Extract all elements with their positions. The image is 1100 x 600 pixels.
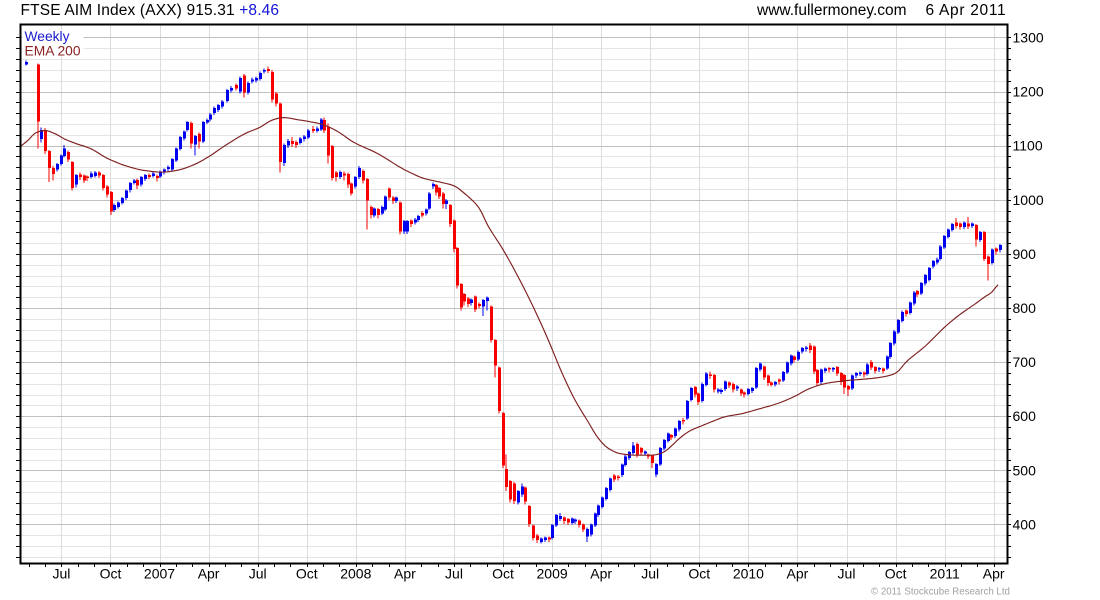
svg-text:6 Apr 2011: 6 Apr 2011 bbox=[926, 2, 1007, 19]
svg-text:Weekly: Weekly bbox=[25, 29, 70, 44]
svg-text:Oct: Oct bbox=[492, 566, 514, 582]
svg-text:900: 900 bbox=[1013, 246, 1037, 262]
svg-text:Apr: Apr bbox=[198, 566, 220, 582]
svg-text:www.fullermoney.com: www.fullermoney.com bbox=[756, 2, 907, 19]
svg-text:EMA 200: EMA 200 bbox=[25, 44, 81, 59]
svg-text:1200: 1200 bbox=[1013, 84, 1044, 100]
svg-text:Jul: Jul bbox=[445, 566, 463, 582]
svg-text:2007: 2007 bbox=[144, 566, 175, 582]
svg-text:700: 700 bbox=[1013, 354, 1037, 370]
svg-text:1300: 1300 bbox=[1013, 30, 1044, 46]
svg-text:400: 400 bbox=[1013, 516, 1037, 532]
svg-text:Jul: Jul bbox=[249, 566, 267, 582]
svg-text:Apr: Apr bbox=[787, 566, 809, 582]
svg-text:600: 600 bbox=[1013, 408, 1037, 424]
svg-text:2008: 2008 bbox=[340, 566, 371, 582]
svg-text:1100: 1100 bbox=[1013, 138, 1043, 154]
svg-text:Oct: Oct bbox=[885, 566, 907, 582]
svg-text:Apr: Apr bbox=[394, 566, 416, 582]
svg-text:Jul: Jul bbox=[52, 566, 70, 582]
svg-text:Oct: Oct bbox=[688, 566, 710, 582]
svg-text:FTSE AIM Index (AXX) 915.31 +8: FTSE AIM Index (AXX) 915.31 +8.46 bbox=[21, 2, 280, 19]
svg-text:1000: 1000 bbox=[1013, 192, 1044, 208]
svg-text:800: 800 bbox=[1013, 300, 1037, 316]
svg-text:2009: 2009 bbox=[537, 566, 568, 582]
svg-text:© 2011 Stockcube Research Ltd: © 2011 Stockcube Research Ltd bbox=[871, 587, 1010, 598]
svg-text:Oct: Oct bbox=[296, 566, 318, 582]
svg-text:Apr: Apr bbox=[590, 566, 612, 582]
svg-text:Jul: Jul bbox=[838, 566, 856, 582]
svg-text:Jul: Jul bbox=[641, 566, 659, 582]
svg-text:500: 500 bbox=[1013, 462, 1037, 478]
svg-text:Oct: Oct bbox=[100, 566, 122, 582]
svg-text:2010: 2010 bbox=[733, 566, 764, 582]
svg-text:Apr: Apr bbox=[983, 566, 1005, 582]
svg-text:2011: 2011 bbox=[930, 566, 960, 582]
